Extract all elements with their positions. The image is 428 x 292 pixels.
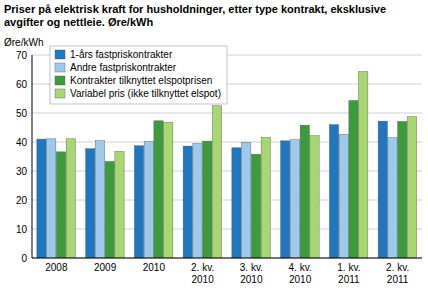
legend-swatch xyxy=(55,50,65,59)
legend-box xyxy=(50,46,227,104)
y-tick-label: 40 xyxy=(16,137,28,148)
x-tick-line: 2. kv. xyxy=(191,262,214,273)
x-tick-label: 2. kv.2010 xyxy=(191,262,214,285)
y-tick-label: 60 xyxy=(16,79,28,90)
x-tick-line: 3. kv. xyxy=(240,262,263,273)
bar xyxy=(388,138,397,258)
bar xyxy=(154,121,163,258)
bar xyxy=(115,152,124,258)
x-tick-line: 2011 xyxy=(338,274,360,285)
bar xyxy=(183,146,192,258)
y-tick-label: 0 xyxy=(21,253,27,264)
bar xyxy=(290,140,299,258)
bar xyxy=(66,139,75,258)
bar xyxy=(193,143,202,258)
x-tick-line: 2. kv. xyxy=(386,262,409,273)
bar xyxy=(47,139,56,258)
grid-line xyxy=(32,258,422,259)
legend-label: 1-års fastpriskontrakter xyxy=(70,49,173,60)
bar xyxy=(134,146,143,258)
x-tick-line: 1. kv. xyxy=(337,262,360,273)
bar xyxy=(407,116,416,258)
y-tick-label: 30 xyxy=(16,166,28,177)
x-tick-label: 2009 xyxy=(94,262,117,273)
bar xyxy=(251,154,260,258)
x-tick-label: 2010 xyxy=(143,262,166,273)
x-tick-line: 2010 xyxy=(192,274,215,285)
bar xyxy=(349,101,358,258)
legend-label: Andre fastpriskontrakter xyxy=(70,62,177,73)
x-tick-label: 2. kv.2011 xyxy=(386,262,409,285)
x-axis xyxy=(32,258,422,259)
y-tick-label: 20 xyxy=(16,195,28,206)
y-label: Øre/kWh xyxy=(4,37,43,48)
legend-swatch xyxy=(55,89,65,98)
x-tick-label: 4. kv.2010 xyxy=(289,262,312,285)
y-tick-label: 10 xyxy=(16,224,28,235)
title-line: Priser på elektrisk kraft for husholdnin… xyxy=(4,3,386,15)
bar xyxy=(242,142,251,258)
y-tick-label: 50 xyxy=(16,108,28,119)
title: Priser på elektrisk kraft for husholdnin… xyxy=(4,3,386,28)
bar xyxy=(310,136,319,258)
legend-swatch xyxy=(55,63,65,72)
x-tick-line: 2011 xyxy=(387,274,409,285)
bar xyxy=(339,134,348,258)
x-tick-line: 2010 xyxy=(240,274,263,285)
bar xyxy=(398,121,407,258)
bar xyxy=(329,125,338,258)
legend-label: Variabel pris (ikke tilknyttet elspot) xyxy=(70,88,221,99)
bar xyxy=(359,72,368,258)
bar xyxy=(37,139,46,258)
bar xyxy=(144,141,153,258)
chart: Priser på elektrisk kraft for husholdnin… xyxy=(0,0,428,292)
bar xyxy=(300,125,309,258)
bar xyxy=(378,121,387,258)
bar xyxy=(164,122,173,258)
bar xyxy=(56,152,65,258)
bar xyxy=(261,137,270,258)
y-axis xyxy=(32,55,33,258)
bar xyxy=(203,141,212,258)
legend-label: Kontrakter tilknyttet elspotprisen xyxy=(70,75,212,86)
bar xyxy=(232,148,241,258)
y-tick-label: 70 xyxy=(16,50,28,61)
bar xyxy=(212,106,221,258)
bar xyxy=(86,149,95,258)
bar xyxy=(95,141,104,258)
x-tick-label: 2008 xyxy=(45,262,68,273)
x-tick-label: 3. kv.2010 xyxy=(240,262,263,285)
legend-swatch xyxy=(55,76,65,85)
bar xyxy=(105,161,114,258)
bar xyxy=(281,141,290,258)
x-tick-label: 1. kv.2011 xyxy=(337,262,360,285)
x-tick-line: 4. kv. xyxy=(289,262,312,273)
title-line: avgifter og nettleie. Øre/kWh xyxy=(4,16,153,28)
x-tick-line: 2010 xyxy=(289,274,312,285)
legend: 1-års fastpriskontrakter Andre fastprisko… xyxy=(50,46,227,104)
